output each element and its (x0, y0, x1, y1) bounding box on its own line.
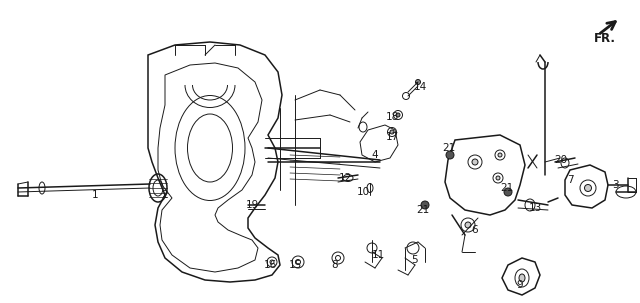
Text: 13: 13 (529, 203, 541, 213)
Text: 17: 17 (385, 132, 399, 142)
Circle shape (446, 151, 454, 159)
Text: 10: 10 (356, 187, 369, 197)
Text: 4: 4 (372, 150, 378, 160)
Text: 18: 18 (385, 112, 399, 122)
Text: 6: 6 (472, 225, 478, 235)
Ellipse shape (270, 260, 274, 264)
Text: 19: 19 (245, 200, 259, 210)
Ellipse shape (498, 153, 502, 157)
Text: 8: 8 (332, 260, 339, 270)
Text: FR.: FR. (594, 32, 616, 45)
Text: 3: 3 (612, 180, 618, 190)
Text: 20: 20 (554, 155, 568, 165)
Ellipse shape (415, 79, 420, 85)
Ellipse shape (396, 113, 400, 117)
Ellipse shape (519, 274, 525, 282)
Ellipse shape (296, 259, 301, 265)
Text: 12: 12 (339, 173, 351, 183)
Text: 16: 16 (264, 260, 276, 270)
Text: 1: 1 (92, 190, 99, 200)
Circle shape (421, 201, 429, 209)
Circle shape (504, 188, 512, 196)
Text: 21: 21 (442, 143, 456, 153)
Text: 15: 15 (289, 260, 301, 270)
Text: 5: 5 (412, 255, 419, 265)
Text: 21: 21 (417, 205, 429, 215)
Ellipse shape (472, 159, 478, 165)
Text: 7: 7 (566, 175, 573, 185)
Ellipse shape (465, 222, 471, 228)
Text: 9: 9 (516, 280, 524, 290)
Text: 14: 14 (413, 82, 427, 92)
Text: 2: 2 (162, 190, 168, 200)
Ellipse shape (496, 176, 500, 180)
Ellipse shape (335, 255, 340, 261)
Ellipse shape (390, 130, 394, 134)
Ellipse shape (584, 185, 591, 191)
Text: 11: 11 (371, 250, 385, 260)
Text: 21: 21 (500, 183, 514, 193)
